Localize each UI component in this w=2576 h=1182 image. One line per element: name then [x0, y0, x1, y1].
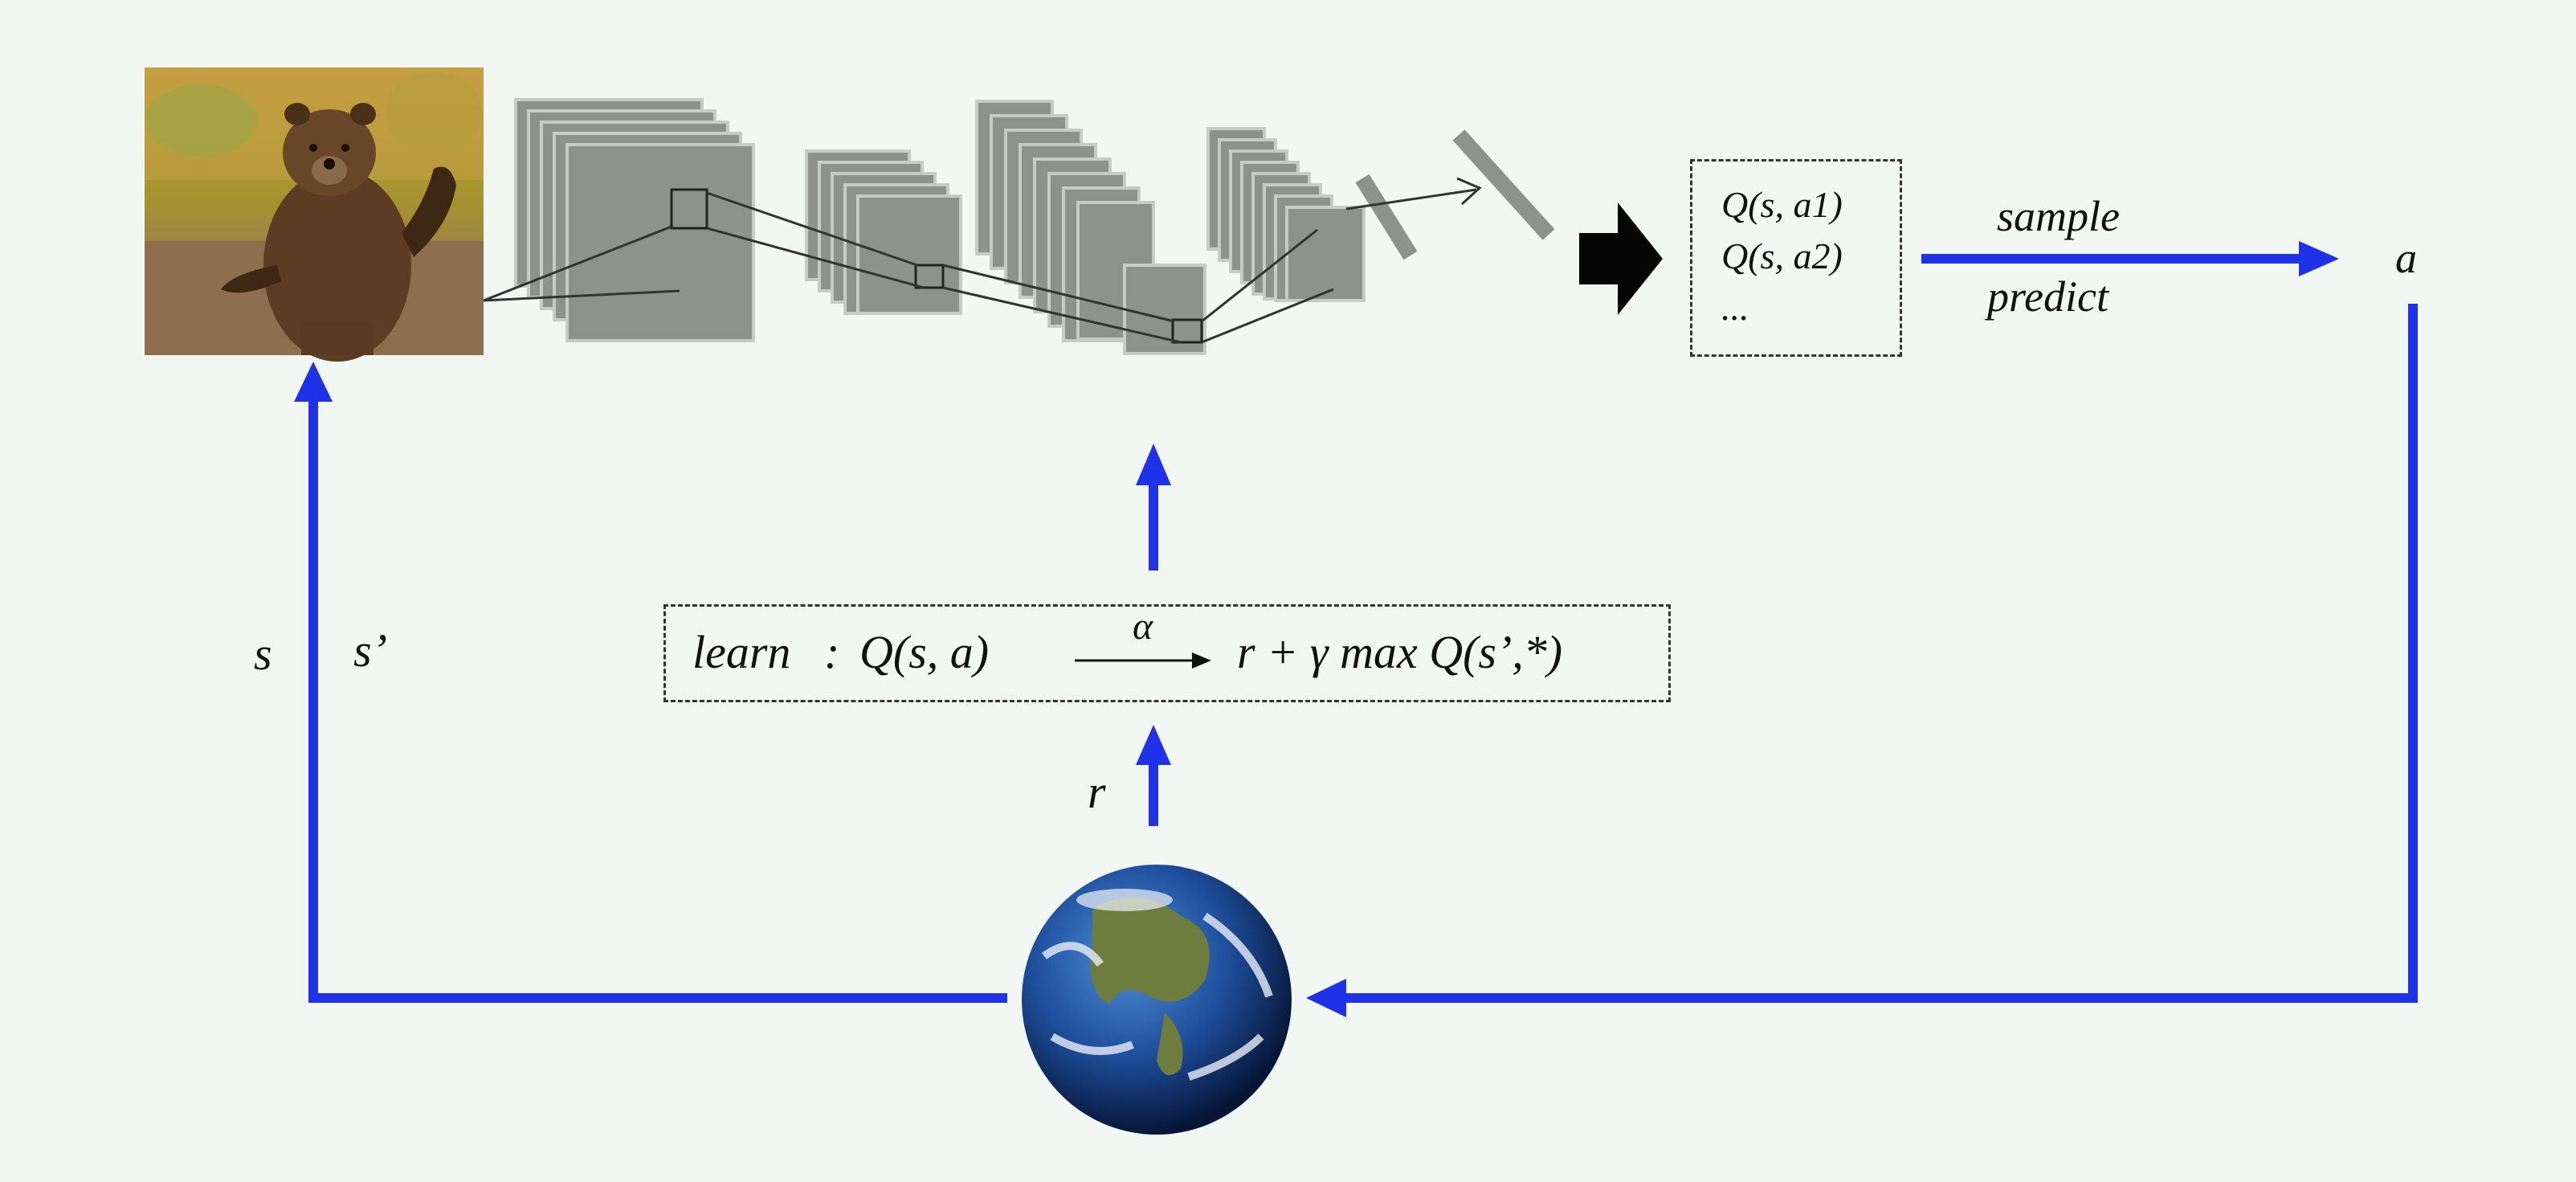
action-label: a — [2395, 234, 2417, 282]
cnn-network — [483, 98, 1555, 355]
conv-layer-4 — [1206, 127, 1366, 302]
big-arrow-icon — [1579, 202, 1663, 315]
reward-label: r — [1088, 766, 1106, 818]
conv-layer-2 — [805, 149, 962, 315]
q-values-box: Q(s, a1) Q(s, a2) ... — [1690, 159, 1902, 357]
q-value-a1: Q(s, a1) — [1721, 184, 1843, 225]
earth-globe — [1022, 865, 1292, 1135]
q-value-more: ... — [1721, 287, 1749, 328]
bear-image — [145, 67, 484, 362]
state-s-label: s — [254, 628, 272, 680]
update-arrow — [1136, 444, 1171, 571]
learn-label: learn — [692, 626, 791, 678]
reward-arrow — [1136, 725, 1171, 826]
conv-layer-3 — [975, 100, 1206, 355]
conv-layer-1 — [514, 98, 755, 342]
receptive-field-lines — [483, 191, 1334, 344]
q-sa-label: Q(s, a) — [859, 626, 990, 678]
alpha-label: α — [1133, 605, 1153, 648]
flow-arrows — [294, 241, 2418, 1017]
action-to-environment-arrow — [1306, 304, 2418, 1017]
sample-label: sample — [1997, 192, 2120, 240]
state-s-prime-label: s’ — [353, 624, 387, 677]
environment-to-state-arrow — [294, 362, 1007, 1003]
learn-update-box — [663, 604, 1671, 702]
learn-colon: : — [824, 626, 840, 678]
q-to-action-arrow — [1921, 241, 2339, 276]
target-label: r + γ max Q(s’,*) — [1237, 626, 1563, 678]
q-value-a2: Q(s, a2) — [1721, 235, 1843, 276]
fc-layers — [1345, 129, 1555, 260]
predict-label: predict — [1987, 272, 2109, 321]
alpha-arrow — [1075, 652, 1211, 669]
